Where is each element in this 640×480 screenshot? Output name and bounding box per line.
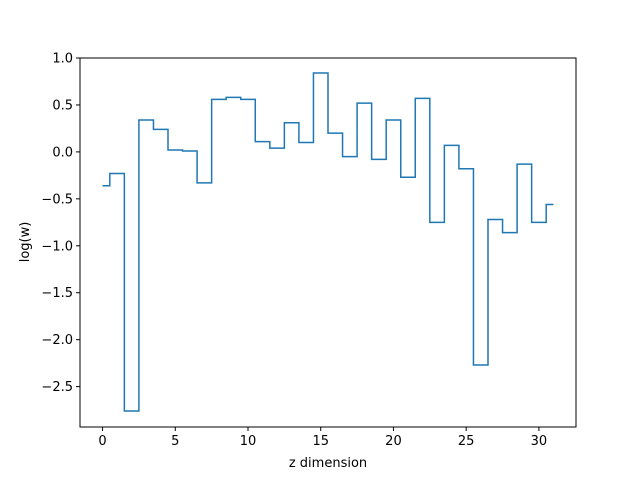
y-tick-label: −1.0 xyxy=(41,239,73,254)
y-tick-label: 1.0 xyxy=(52,52,73,67)
x-tick-label: 0 xyxy=(98,434,106,449)
y-tick-label: −0.5 xyxy=(41,192,73,207)
x-tick-label: 10 xyxy=(240,434,257,449)
plot-layer xyxy=(102,72,554,412)
y-axis-label: log(w) xyxy=(18,222,33,263)
y-tick-label: −2.0 xyxy=(41,333,73,348)
series-step-line xyxy=(102,72,554,412)
x-tick-label: 30 xyxy=(531,434,548,449)
x-tick-label: 15 xyxy=(312,434,329,449)
x-tick-label: 25 xyxy=(458,434,475,449)
x-axis-ticks: 0 5 10 15 20 25 30 xyxy=(98,427,547,449)
y-tick-label: 0.5 xyxy=(52,98,73,113)
x-tick-label: 20 xyxy=(385,434,402,449)
y-tick-label: −2.5 xyxy=(41,380,73,395)
y-tick-label: 0.0 xyxy=(52,145,73,160)
y-axis-ticks: 1.0 0.5 0.0 −0.5 −1.0 −1.5 −2.0 −2.5 xyxy=(41,52,80,395)
x-tick-label: 5 xyxy=(171,434,179,449)
x-axis-label: z dimension xyxy=(289,456,367,471)
y-tick-label: −1.5 xyxy=(41,286,73,301)
plot-frame xyxy=(79,57,577,428)
